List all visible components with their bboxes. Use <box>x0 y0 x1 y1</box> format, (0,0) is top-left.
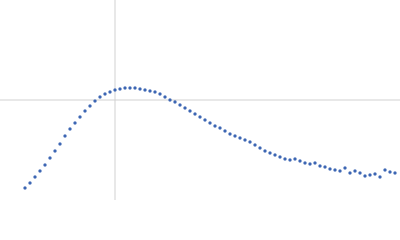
point <box>333 168 337 172</box>
point <box>73 121 77 125</box>
point <box>123 86 127 90</box>
point <box>113 88 117 92</box>
point <box>58 142 62 146</box>
point <box>243 138 247 142</box>
point <box>193 112 197 116</box>
point <box>373 172 377 176</box>
point <box>358 171 362 175</box>
point <box>273 153 277 157</box>
point <box>133 86 137 90</box>
point <box>53 149 57 153</box>
point <box>68 127 72 131</box>
point <box>183 106 187 110</box>
point <box>138 87 142 91</box>
point <box>148 89 152 93</box>
point <box>278 155 282 159</box>
chart <box>0 0 400 200</box>
point <box>343 166 347 170</box>
point <box>253 143 257 147</box>
point <box>353 169 357 173</box>
point <box>153 90 157 94</box>
point <box>203 118 207 122</box>
point <box>38 169 42 173</box>
point <box>363 174 367 178</box>
point <box>328 167 332 171</box>
point <box>218 126 222 130</box>
point <box>228 132 232 136</box>
point <box>33 175 37 179</box>
point <box>233 134 237 138</box>
point <box>263 149 267 153</box>
point <box>23 186 27 190</box>
point <box>63 134 67 138</box>
point <box>383 168 387 172</box>
point <box>103 92 107 96</box>
point <box>173 100 177 104</box>
point <box>128 86 132 90</box>
point <box>368 173 372 177</box>
point <box>88 104 92 108</box>
point <box>188 109 192 113</box>
point <box>268 151 272 155</box>
point <box>388 170 392 174</box>
point <box>323 165 327 169</box>
point <box>168 98 172 102</box>
point <box>83 109 87 113</box>
point <box>238 136 242 140</box>
point <box>313 161 317 165</box>
point <box>338 169 342 173</box>
point <box>283 157 287 161</box>
point <box>198 115 202 119</box>
point <box>298 159 302 163</box>
point <box>258 146 262 150</box>
point <box>293 157 297 161</box>
point <box>178 103 182 107</box>
point <box>348 171 352 175</box>
point <box>288 158 292 162</box>
point <box>248 140 252 144</box>
point <box>318 164 322 168</box>
point <box>118 87 122 91</box>
point <box>108 90 112 94</box>
point <box>393 171 397 175</box>
point <box>78 115 82 119</box>
point <box>158 92 162 96</box>
point <box>303 161 307 165</box>
point <box>143 88 147 92</box>
point <box>28 181 32 185</box>
point <box>93 99 97 103</box>
point <box>208 121 212 125</box>
point <box>43 163 47 167</box>
point <box>98 95 102 99</box>
point <box>48 156 52 160</box>
point <box>308 162 312 166</box>
point <box>223 129 227 133</box>
point <box>213 124 217 128</box>
point <box>378 175 382 179</box>
point <box>163 95 167 99</box>
